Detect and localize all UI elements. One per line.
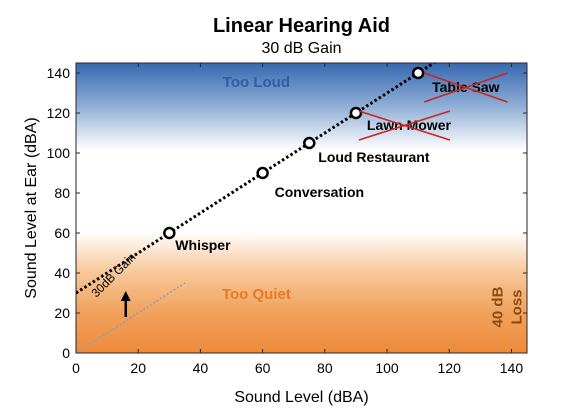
gain-arrow-head	[120, 291, 131, 301]
y-tick-label-4: 80	[54, 185, 70, 201]
x-tick-label-6: 120	[438, 360, 462, 376]
data-point-3	[303, 136, 316, 150]
data-point-1	[163, 226, 176, 240]
loss-label-line1: 40 dB	[490, 286, 507, 327]
loss-label-line2: Loss	[508, 289, 525, 324]
too-quiet-label: Too Quiet	[222, 286, 291, 303]
chart-subtitle: 30 dB Gain	[261, 40, 341, 57]
x-tick-label-7: 140	[500, 360, 524, 376]
point-label-3: Loud Restaurant	[318, 149, 430, 165]
x-axis-label: Sound Level (dBA)	[234, 389, 368, 406]
point-label-2: Conversation	[275, 184, 364, 200]
x-tick-label-2: 40	[193, 360, 209, 376]
y-tick-label-0: 0	[62, 345, 70, 361]
chart-marks: Whisper Conversation Loud Restaurant Lawn M…	[163, 66, 508, 253]
y-tick-label-5: 100	[47, 145, 71, 161]
y-axis-label: Sound Level at Ear (dBA)	[23, 117, 40, 298]
x-tick-label-4: 80	[317, 360, 333, 376]
no-gain-reference-line	[76, 282, 186, 353]
data-point-5	[411, 66, 425, 80]
x-tick-label-3: 60	[255, 360, 271, 376]
y-tick-label-3: 60	[54, 225, 70, 241]
y-tick-label-7: 140	[47, 65, 71, 81]
point-label-1: Whisper	[175, 237, 231, 253]
x-tick-label-0: 0	[72, 360, 80, 376]
y-tick-label-6: 120	[47, 105, 71, 121]
strike-line-b-4	[358, 110, 451, 141]
chart-title: Linear Hearing Aid	[213, 15, 390, 37]
strike-line-b-5	[423, 72, 508, 103]
data-point-2	[256, 166, 269, 180]
data-point-4	[349, 106, 363, 120]
x-tick-label-5: 100	[375, 360, 399, 376]
point-label-4: Lawn Mower	[367, 117, 452, 133]
x-tick-label-1: 20	[130, 360, 146, 376]
axes-frame	[75, 62, 528, 354]
y-tick-label-2: 40	[54, 265, 70, 281]
too-loud-label: Too Loud	[223, 74, 290, 91]
axis-ticks: 0 20 40 60 80 100 120 140 0 20 40 60 80 100 120 140	[47, 63, 527, 376]
y-tick-label-1: 20	[54, 305, 70, 321]
